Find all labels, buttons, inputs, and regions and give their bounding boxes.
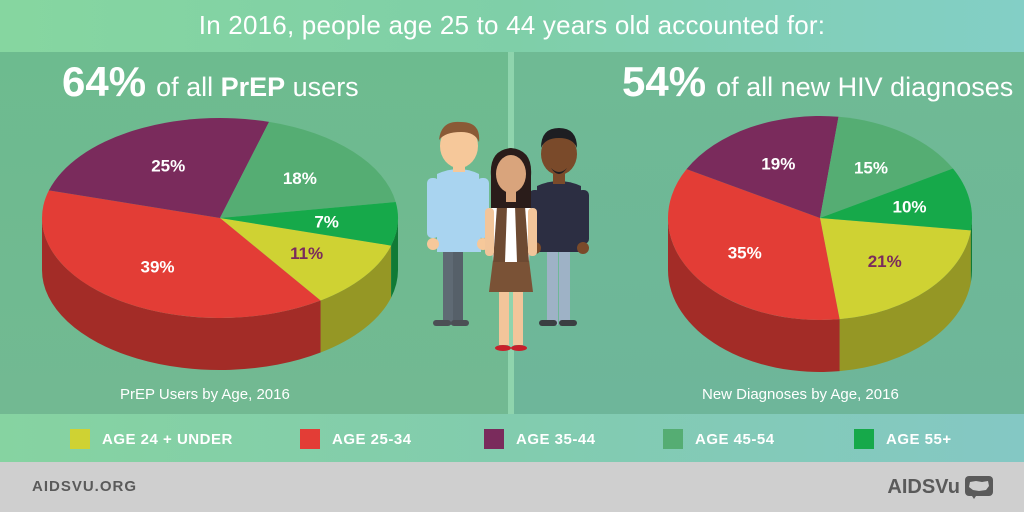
diagnoses-stat-text: of all new HIV diagnoses — [716, 72, 1014, 102]
footer-url-link[interactable]: AIDSVU.ORG — [32, 478, 138, 495]
legend-swatch — [70, 429, 90, 449]
legend-item-age-55-plus: AGE 55+ — [854, 429, 952, 449]
pie-slice-age-35-44 — [48, 118, 270, 218]
prep-pie-chart: 11% 39% 25% 18% 7% — [41, 118, 398, 370]
pie-label-age-45-54: 15% — [854, 158, 888, 177]
pie-slice-age-45-54 — [220, 121, 396, 218]
prep-pie-caption: PrEP Users by Age, 2016 — [120, 386, 290, 403]
legend-swatch — [484, 429, 504, 449]
man-right-figure — [529, 128, 589, 326]
legend-label: AGE 45-54 — [695, 430, 775, 448]
pie-side-age-25-34 — [42, 218, 321, 370]
legend-label: AGE 25-34 — [332, 430, 412, 448]
legend-label: AGE 35-44 — [516, 430, 596, 448]
pie-slice-age-55-plus — [820, 168, 972, 231]
legend-label: AGE 55+ — [886, 430, 952, 448]
logo-text: AIDSVu — [887, 475, 960, 498]
prep-stat-post: users — [285, 72, 359, 102]
pie-label-age-35-44: 19% — [761, 155, 795, 174]
legend-item-age-35-44: AGE 35-44 — [484, 429, 596, 449]
aidsvu-logo: AIDSVu — [887, 473, 994, 501]
header-band — [0, 0, 1024, 52]
diagnoses-stat: 54% of all new HIV diagnoses — [622, 58, 1013, 106]
legend-swatch — [854, 429, 874, 449]
pie-label-age-25-34: 39% — [141, 258, 175, 277]
diagnoses-pie-chart: 21% 35% 19% 15% 10% — [668, 116, 972, 372]
pie-slice-age-24-under — [820, 218, 971, 320]
prep-stat-strong: PrEP — [220, 72, 286, 102]
woman-figure — [485, 148, 537, 351]
diagnoses-stat-value: 54% — [622, 58, 707, 105]
pie-slice-age-35-44 — [686, 116, 839, 218]
pie-label-age-24-under: 21% — [868, 252, 902, 271]
legend-item-age-25-34: AGE 25-34 — [300, 429, 412, 449]
pie-side-age-24-under — [320, 245, 392, 353]
prep-stat-value: 64% — [62, 58, 147, 105]
pie-side-walls — [668, 218, 972, 372]
pie-slice-age-25-34 — [41, 190, 321, 318]
pie-slices — [668, 116, 972, 320]
pie-label-age-24-under: 11% — [290, 244, 323, 263]
pie-label-age-55-plus: 10% — [893, 197, 927, 216]
pie-side-age-55-plus — [391, 218, 398, 298]
prep-stat-pre: of all — [156, 72, 221, 102]
legend-item-age-24-under: AGE 24 + UNDER — [70, 429, 233, 449]
man-left-figure — [427, 121, 489, 326]
pie-side-age-24-under — [839, 230, 971, 372]
pie-side-age-55-plus — [970, 218, 972, 283]
pie-slices — [41, 118, 398, 318]
pie-slice-age-55-plus — [220, 202, 398, 246]
legend-label: AGE 24 + UNDER — [102, 430, 233, 448]
pie-slice-age-45-54 — [820, 116, 953, 218]
footer: AIDSVU.ORG AIDSVu — [0, 462, 1024, 512]
prep-stat: 64% of all PrEP users — [62, 58, 359, 106]
pie-slice-age-24-under — [220, 218, 392, 301]
pie-side-walls — [42, 218, 398, 370]
diagnoses-pie-caption: New Diagnoses by Age, 2016 — [702, 386, 899, 403]
pie-label-age-45-54: 18% — [283, 169, 317, 188]
us-map-icon — [965, 476, 993, 499]
legend-item-age-45-54: AGE 45-54 — [663, 429, 775, 449]
legend-swatch — [663, 429, 683, 449]
legend: AGE 24 + UNDER AGE 25-34 AGE 35-44 AGE 4… — [0, 414, 1024, 462]
pie-label-age-25-34: 35% — [728, 244, 762, 263]
pie-label-age-55-plus: 7% — [314, 213, 339, 232]
pie-slice-age-25-34 — [668, 169, 840, 320]
headline: In 2016, people age 25 to 44 years old a… — [198, 10, 826, 40]
pie-label-age-35-44: 25% — [151, 157, 185, 176]
pie-side-age-25-34 — [668, 218, 840, 372]
legend-swatch — [300, 429, 320, 449]
people-illustration — [427, 121, 589, 351]
